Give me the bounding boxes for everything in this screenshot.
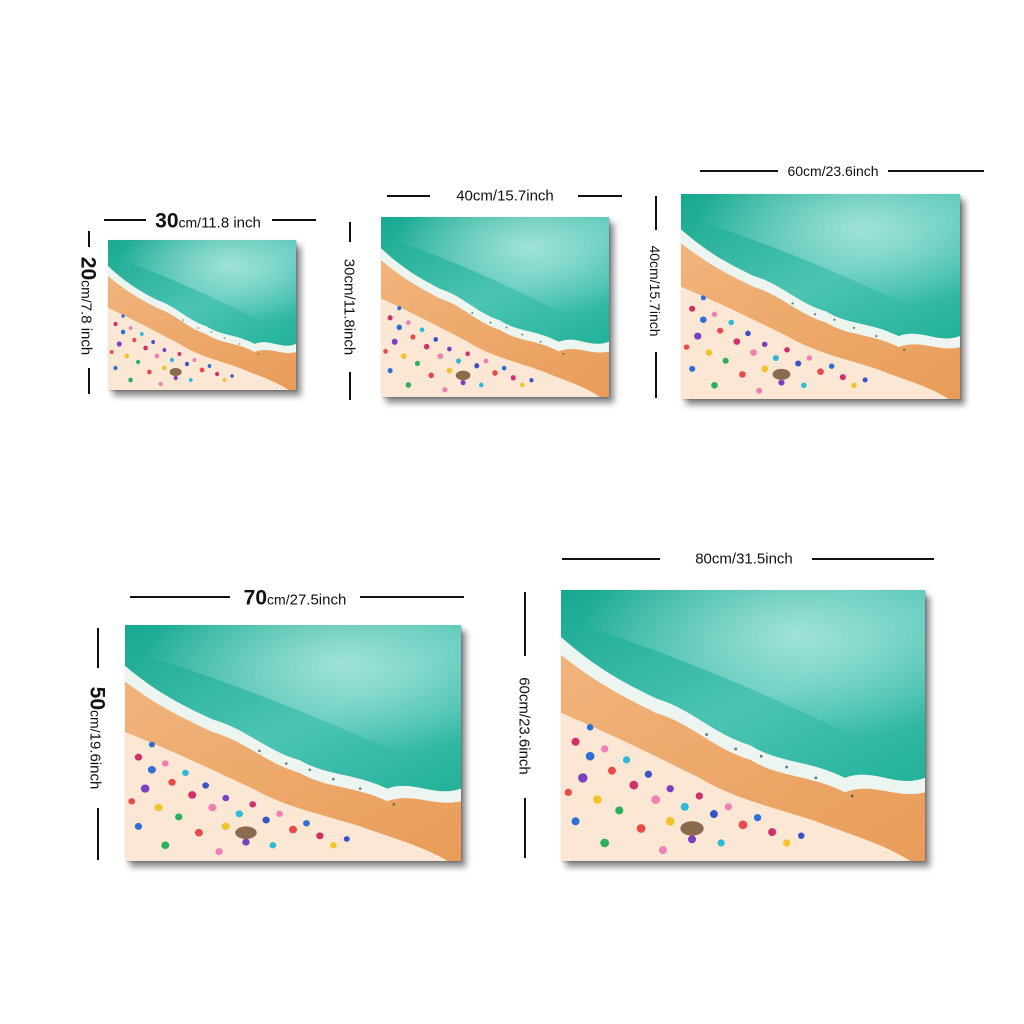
height-line-top-60 [524,592,526,656]
canvas-print-30x20 [108,240,296,390]
beach-aerial-image [125,625,461,861]
width-label-30: 30cm/11.8 inch [155,209,261,233]
height-line-top-50 [97,628,99,668]
width-label-70: 70cm/27.5inch [243,586,347,610]
canvas-print-40x30 [381,217,609,397]
height-line-top-30 [349,222,351,242]
height-line-bottom-20 [88,368,90,394]
height-line-bottom-60 [524,798,526,858]
canvas-print-80x60 [561,590,925,861]
canvas-print-60x40 [681,194,960,399]
canvas-print-70x50 [125,625,461,861]
width-line-right-30 [272,219,316,221]
height-line-top-40 [655,196,657,230]
width-label-40: 40cm/15.7inch [456,187,554,205]
height-label-40: 40cm/15.7inch [647,245,663,337]
width-line-right-40 [578,195,622,197]
height-label-30: 30cm/11.8inch [340,258,358,356]
beach-aerial-image [381,217,609,397]
width-line-right-60 [888,170,984,172]
width-line-left-60 [700,170,778,172]
width-line-left-30 [104,219,146,221]
beach-aerial-image [108,240,296,390]
height-line-bottom-50 [97,808,99,860]
width-line-right-80 [812,558,934,560]
width-line-left-80 [562,558,660,560]
beach-aerial-image [561,590,925,861]
height-line-bottom-40 [655,352,657,398]
width-line-left-40 [387,195,430,197]
height-line-top-20 [88,231,90,247]
width-line-left-70 [130,596,230,598]
height-label-60: 60cm/23.6inch [515,677,533,775]
width-line-right-70 [360,596,464,598]
height-label-20: 20cm/7.8 inch [76,256,100,356]
height-line-bottom-30 [349,372,351,400]
beach-aerial-image [681,194,960,399]
width-label-80: 80cm/31.5inch [695,550,793,568]
height-label-50: 50cm/19.6inch [85,686,109,790]
width-label-60: 60cm/23.6inch [787,163,879,179]
